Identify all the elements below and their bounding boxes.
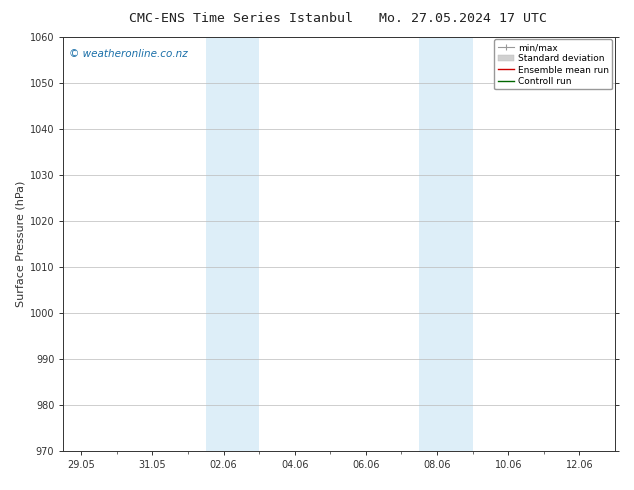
Text: CMC-ENS Time Series Istanbul: CMC-ENS Time Series Istanbul [129, 12, 353, 25]
Text: Mo. 27.05.2024 17 UTC: Mo. 27.05.2024 17 UTC [379, 12, 547, 25]
Legend: min/max, Standard deviation, Ensemble mean run, Controll run: min/max, Standard deviation, Ensemble me… [494, 40, 612, 90]
Bar [206, 37, 259, 451]
Text: © weatheronline.co.nz: © weatheronline.co.nz [69, 49, 188, 59]
Y-axis label: Surface Pressure (hPa): Surface Pressure (hPa) [16, 181, 25, 307]
Bar [419, 37, 472, 451]
